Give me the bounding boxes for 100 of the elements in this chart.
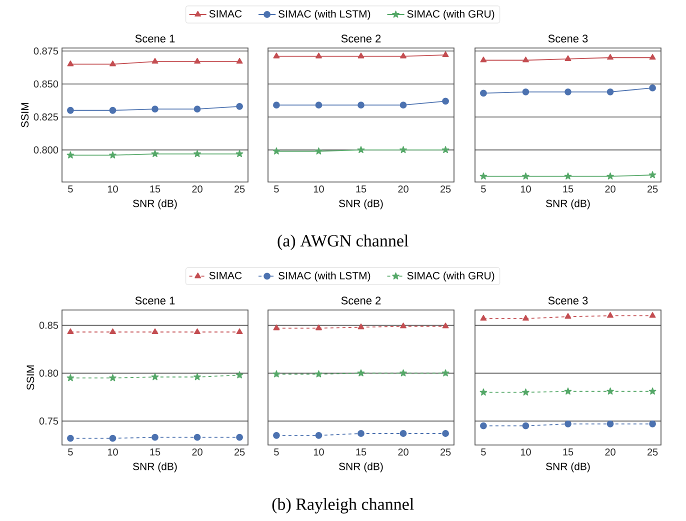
point <box>316 324 322 330</box>
y-tick-label: 0.875 <box>34 47 58 55</box>
point <box>315 370 322 378</box>
point <box>236 371 244 378</box>
chart-title: Scene 3 <box>548 34 588 42</box>
y-tick-label: 0.850 <box>34 80 58 88</box>
legend-label: SIMAC (with GRU) <box>407 272 494 282</box>
y-tick-label: 0.800 <box>34 146 58 154</box>
point <box>400 430 407 437</box>
point <box>151 150 159 158</box>
point <box>649 84 656 92</box>
x-tick-label: 5 <box>481 186 486 192</box>
x-tick-label: 10 <box>108 186 118 193</box>
point <box>236 102 243 110</box>
legend-label: SIMAC (with LSTM) <box>278 272 370 282</box>
point <box>109 374 116 382</box>
point <box>110 60 116 66</box>
x-tick-label: 15 <box>563 186 574 192</box>
point <box>522 88 530 96</box>
point <box>66 151 74 158</box>
y-tick-label: 0.75 <box>39 418 58 425</box>
point <box>522 172 530 180</box>
y-tick-label: 0.80 <box>39 370 58 377</box>
point <box>236 58 243 64</box>
legend-label: SIMAC (with LSTM) <box>278 10 370 20</box>
x-tick-label: 15 <box>150 186 160 192</box>
point <box>358 102 364 109</box>
point <box>400 146 407 154</box>
x-tick-label: 15 <box>356 186 366 192</box>
point <box>315 432 322 439</box>
point <box>67 60 74 66</box>
point <box>66 374 74 382</box>
point <box>480 388 488 396</box>
point <box>358 430 364 437</box>
x-tick-label: 10 <box>520 448 531 456</box>
x-tick-label: 20 <box>192 448 202 456</box>
point <box>400 369 407 376</box>
point <box>357 369 365 376</box>
point <box>194 328 200 334</box>
text: (a) AWGN channel <box>278 234 408 250</box>
chart-title: Scene 2 <box>341 34 381 42</box>
point <box>564 55 572 61</box>
y-tick-label: 0.825 <box>34 113 58 121</box>
y-axis-title: SSIM <box>26 366 34 390</box>
point <box>194 373 201 380</box>
x-axis-title: SNR (dB) <box>546 462 590 472</box>
x-axis-title: SNR (dB) <box>339 462 383 472</box>
point <box>194 434 201 441</box>
x-axis-title: SNR (dB) <box>546 199 590 210</box>
point <box>606 88 614 96</box>
point <box>109 106 116 114</box>
point <box>236 150 244 158</box>
point <box>236 434 243 441</box>
point <box>522 314 529 321</box>
point <box>606 172 614 180</box>
x-tick-label: 5 <box>274 448 279 456</box>
point <box>607 54 614 60</box>
point <box>273 432 280 439</box>
x-tick-label: 20 <box>605 186 616 193</box>
x-tick-label: 5 <box>68 186 73 192</box>
point <box>649 54 656 60</box>
point <box>357 146 365 154</box>
y-axis-title: SSIM <box>21 103 29 128</box>
chart-title: Scene 1 <box>135 34 175 42</box>
point <box>152 434 158 441</box>
point <box>564 313 572 319</box>
x-tick-label: 10 <box>520 186 531 193</box>
point <box>152 328 158 334</box>
x-tick-label: 25 <box>647 186 658 193</box>
point <box>109 151 116 158</box>
point <box>480 172 488 180</box>
point <box>564 172 572 180</box>
x-tick-label: 10 <box>314 448 324 456</box>
point <box>400 52 406 58</box>
point <box>648 388 656 395</box>
x-tick-label: 10 <box>314 186 324 193</box>
point <box>649 312 656 318</box>
point <box>194 106 201 113</box>
chart-title: Scene 1 <box>135 296 175 304</box>
point <box>442 322 449 328</box>
x-tick-label: 25 <box>440 448 451 456</box>
point <box>564 88 572 96</box>
x-tick-label: 5 <box>68 448 73 456</box>
point <box>67 106 74 114</box>
point <box>442 430 449 437</box>
text: (b) Rayleigh channel <box>272 498 414 514</box>
point <box>67 434 74 442</box>
point <box>522 388 530 396</box>
legend-label: SIMAC (with GRU) <box>407 10 494 20</box>
point <box>480 90 487 97</box>
point <box>522 422 530 430</box>
point <box>522 56 529 62</box>
point <box>480 314 487 321</box>
point <box>564 420 572 428</box>
chart-title: Scene 3 <box>548 296 588 304</box>
point <box>649 420 656 428</box>
x-tick-label: 20 <box>605 448 616 456</box>
point <box>648 171 656 178</box>
point <box>194 58 200 64</box>
x-tick-label: 25 <box>234 448 245 456</box>
